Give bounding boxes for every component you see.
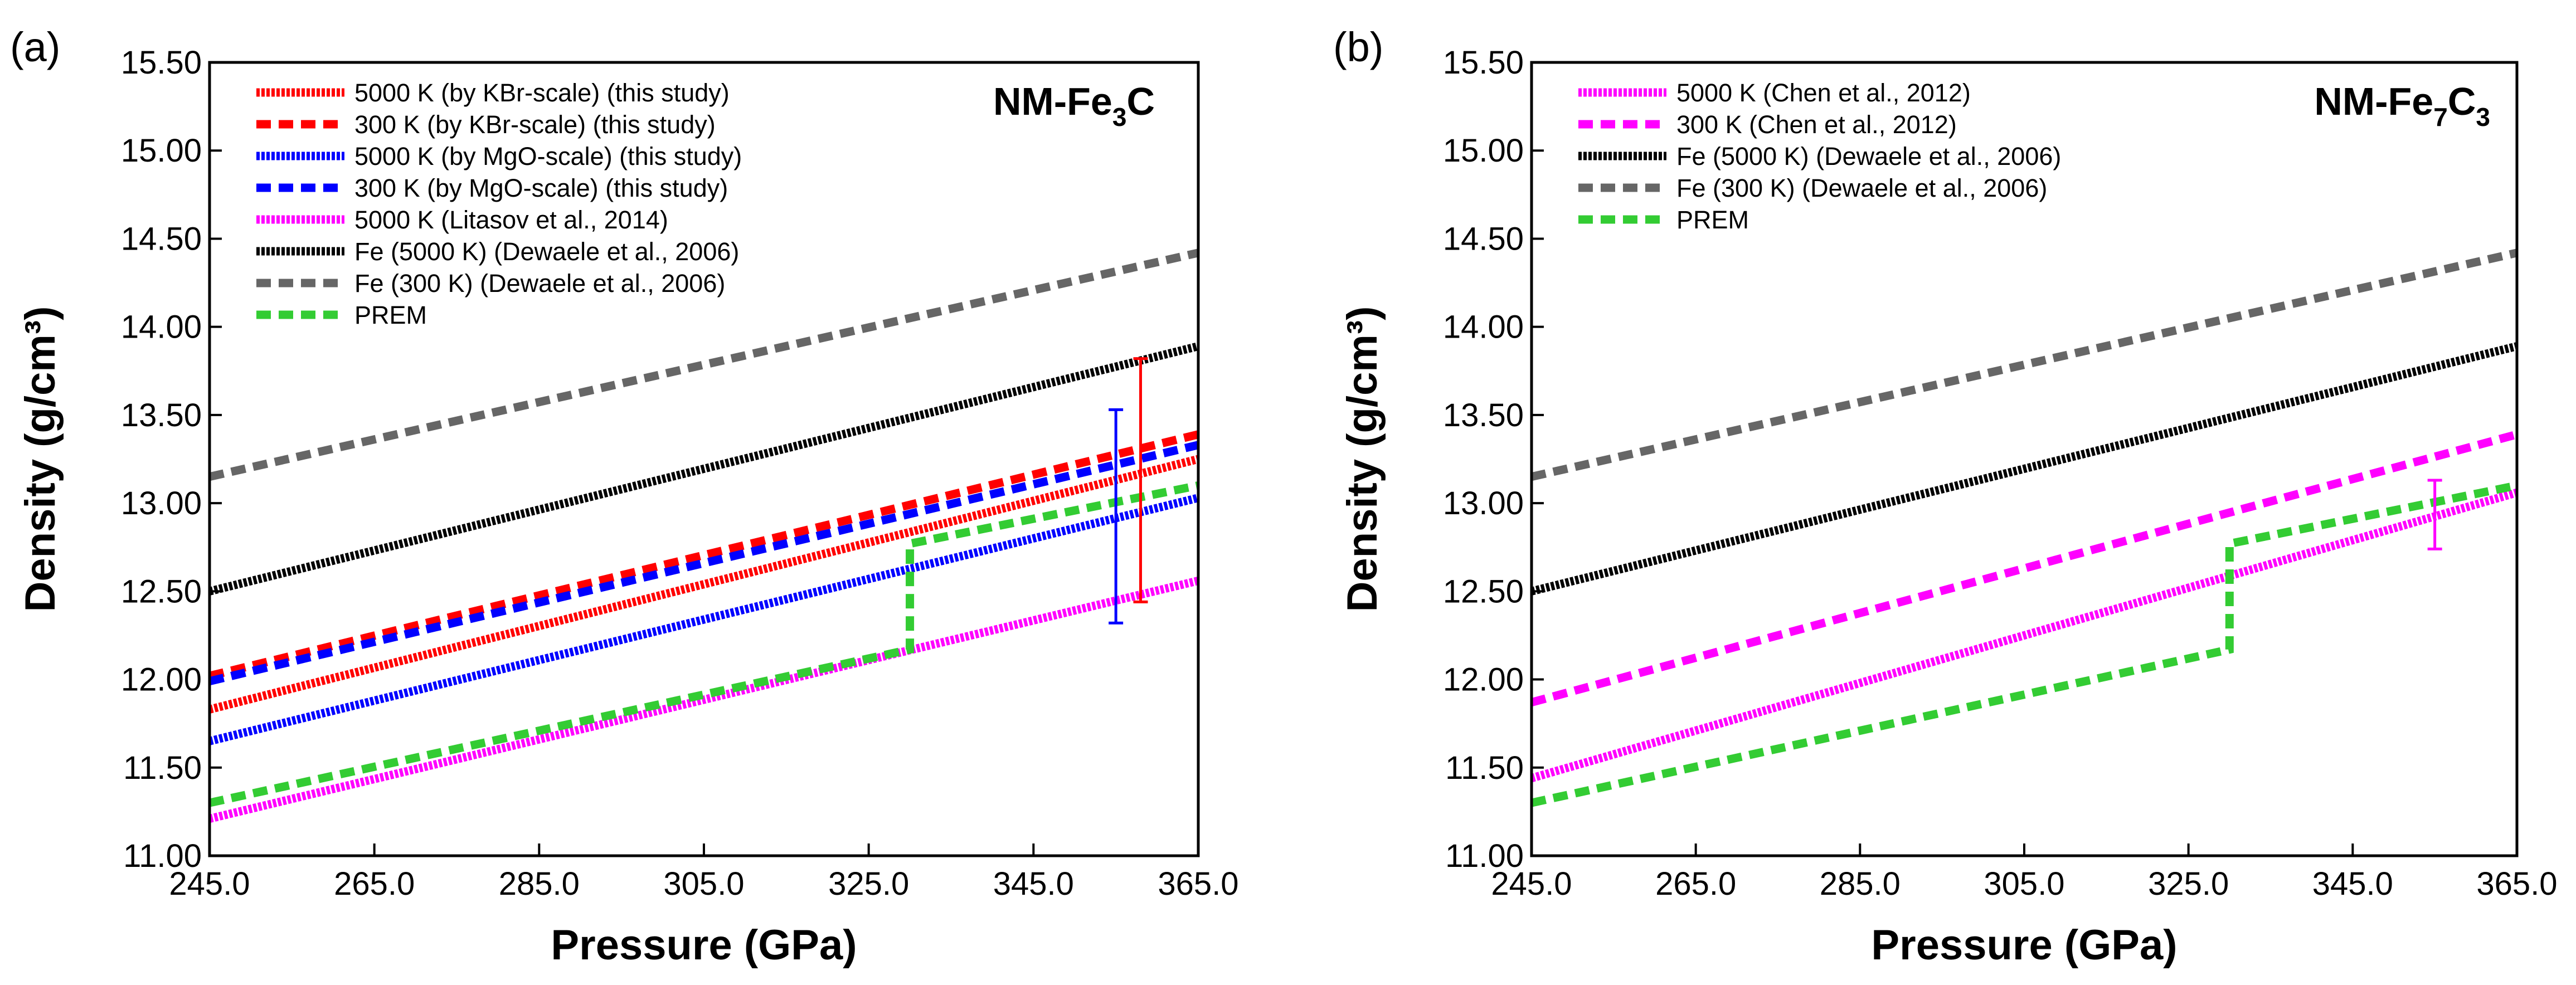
plot-frame: [208, 61, 1200, 857]
y-tick-label: 14.00: [1443, 309, 1524, 345]
y-tick-label: 12.50: [1443, 573, 1524, 609]
series-line: [1532, 248, 2517, 481]
x-tick-label: 325.0: [828, 866, 909, 902]
y-axis-title: Density (g/cm³): [1339, 306, 1386, 612]
legend-entry: PREM: [354, 301, 427, 329]
series-line: [210, 430, 1198, 680]
y-tick-label: 14.50: [121, 221, 202, 257]
legend-entry: Fe (5000 K) (Dewaele et al., 2006): [354, 237, 739, 266]
y-axis-title: Density (g/cm³): [17, 306, 64, 612]
y-tick-label: 13.00: [1443, 485, 1524, 521]
x-axis-title: Pressure (GPa): [551, 921, 857, 969]
y-tick-label: 15.50: [121, 45, 202, 81]
legend-entry: Fe (300 K) (Dewaele et al., 2006): [354, 269, 725, 298]
legend-entry: Fe (5000 K) (Dewaele et al., 2006): [1676, 142, 2061, 170]
series-line: [1532, 481, 2517, 807]
y-tick-label: 11.50: [123, 750, 202, 786]
series-line: [210, 577, 1198, 823]
compound-label: NM-Fe7C3: [2314, 80, 2490, 131]
legend-entry: 300 K (by KBr-scale) (this study): [354, 110, 716, 139]
x-axis-title: Pressure (GPa): [1871, 921, 2177, 969]
plot-frame: [1530, 61, 2519, 857]
x-tick-label: 245.0: [1491, 866, 1572, 902]
y-tick-label: 15.00: [121, 133, 202, 169]
y-tick-label: 11.00: [1445, 838, 1524, 874]
error-bar: [1133, 357, 1148, 603]
series-line: [210, 441, 1198, 686]
y-tick-label: 12.00: [1443, 662, 1524, 698]
x-tick-label: 305.0: [663, 866, 744, 902]
legend-entry: 5000 K (Litasov et al., 2014): [354, 206, 668, 234]
y-tick-label: 15.00: [1443, 133, 1524, 169]
panel-a: (a) 11.00 11.50 12.00 12.50 13.00 13.50 14.00 14…: [10, 24, 1239, 969]
plot-area: [1532, 248, 2517, 807]
series-line: [210, 248, 1198, 481]
x-tick-label: 325.0: [2148, 866, 2229, 902]
legend-entry: Fe (300 K) (Dewaele et al., 2006): [1676, 174, 2047, 202]
legend: 5000 K (by KBr-scale) (this study) 300 K …: [256, 79, 742, 329]
x-tick-label: 305.0: [1984, 866, 2064, 902]
series-line: [210, 455, 1198, 714]
series-line: [1532, 430, 2517, 706]
error-bar: [2427, 479, 2442, 550]
legend: 5000 K (Chen et al., 2012) 300 K (Chen et…: [1578, 79, 2061, 234]
y-tick-label: 14.50: [1443, 221, 1524, 257]
legend-entry: 5000 K (Chen et al., 2012): [1676, 79, 1971, 107]
x-tick-label: 265.0: [1655, 866, 1736, 902]
panel-b: (b) 11.00 11.50 12.00 12.50 13.00 13.50 14.00 14…: [1333, 24, 2558, 969]
y-tick-label: 11.00: [123, 838, 202, 874]
series-line: [210, 342, 1198, 596]
legend-entry: 5000 K (by KBr-scale) (this study): [354, 79, 730, 107]
x-tick-label: 365.0: [1158, 866, 1238, 902]
series-line: [210, 494, 1198, 745]
legend-entry: 300 K (by MgO-scale) (this study): [354, 174, 728, 202]
legend-entry: PREM: [1676, 206, 1749, 234]
y-tick-label: 13.50: [121, 397, 202, 433]
error-bar: [1109, 408, 1124, 625]
y-tick-label: 15.50: [1443, 45, 1524, 81]
panel-label: (a): [10, 24, 60, 70]
y-tick-label: 12.50: [121, 573, 202, 609]
panel-label: (b): [1333, 24, 1383, 70]
x-tick-label: 265.0: [334, 866, 415, 902]
x-tick-label: 365.0: [2476, 866, 2557, 902]
y-tick-label: 12.00: [121, 662, 202, 698]
y-tick-label: 14.00: [121, 309, 202, 345]
compound-label: NM-Fe3C: [993, 80, 1155, 131]
plot-area: [210, 248, 1198, 823]
series-line: [1532, 342, 2517, 596]
y-tick-label: 11.50: [1445, 750, 1524, 786]
x-tick-label: 285.0: [1820, 866, 1901, 902]
x-tick-label: 345.0: [2312, 866, 2393, 902]
series-line: [210, 481, 1198, 807]
series-line: [1532, 488, 2517, 782]
y-tick-label: 13.00: [121, 485, 202, 521]
y-tick-label: 13.50: [1443, 397, 1524, 433]
legend-entry: 5000 K (by MgO-scale) (this study): [354, 142, 742, 170]
x-tick-label: 345.0: [993, 866, 1074, 902]
legend-entry: 300 K (Chen et al., 2012): [1676, 110, 1957, 139]
x-tick-label: 285.0: [499, 866, 580, 902]
x-tick-label: 245.0: [169, 866, 250, 902]
